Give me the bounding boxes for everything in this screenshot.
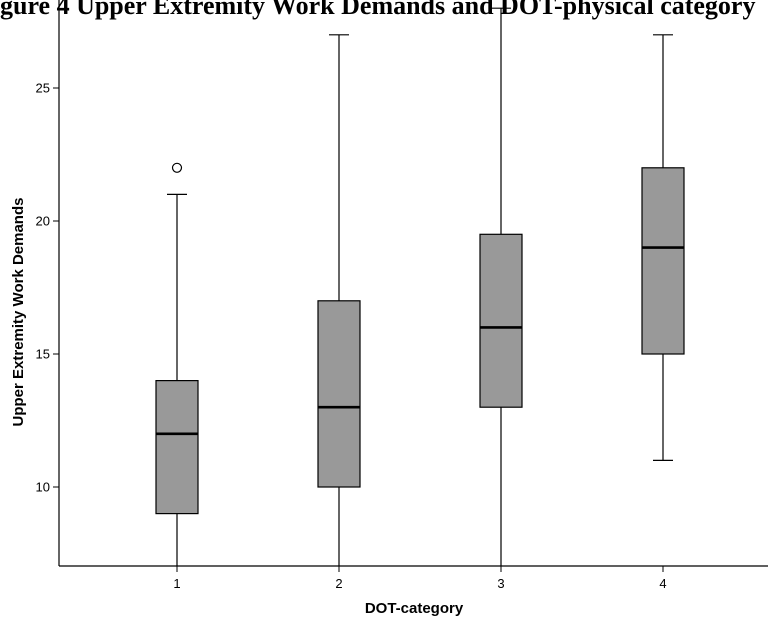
x-tick-label: 1 [173,576,180,591]
box-3 [479,233,523,408]
y-tick-label: 15 [36,347,50,362]
chart-title: gure 4 Upper Extremity Work Demands and … [0,0,756,20]
box-1 [155,380,199,515]
y-tick-label: 10 [36,480,50,495]
x-axis-label: DOT-category [365,600,464,617]
outlier-point [171,162,183,173]
y-tick-label: 20 [36,214,50,229]
y-tick-label: 25 [36,81,50,96]
box-2 [317,300,361,488]
x-tick-label: 3 [497,576,504,591]
x-tick-label: 2 [335,576,342,591]
y-axis-label: Upper Extremity Work Demands [10,198,27,427]
x-tick-label: 4 [659,576,666,591]
plot-area: 10 15 20 25 1 2 3 4 [36,0,768,591]
box-4 [641,167,685,355]
